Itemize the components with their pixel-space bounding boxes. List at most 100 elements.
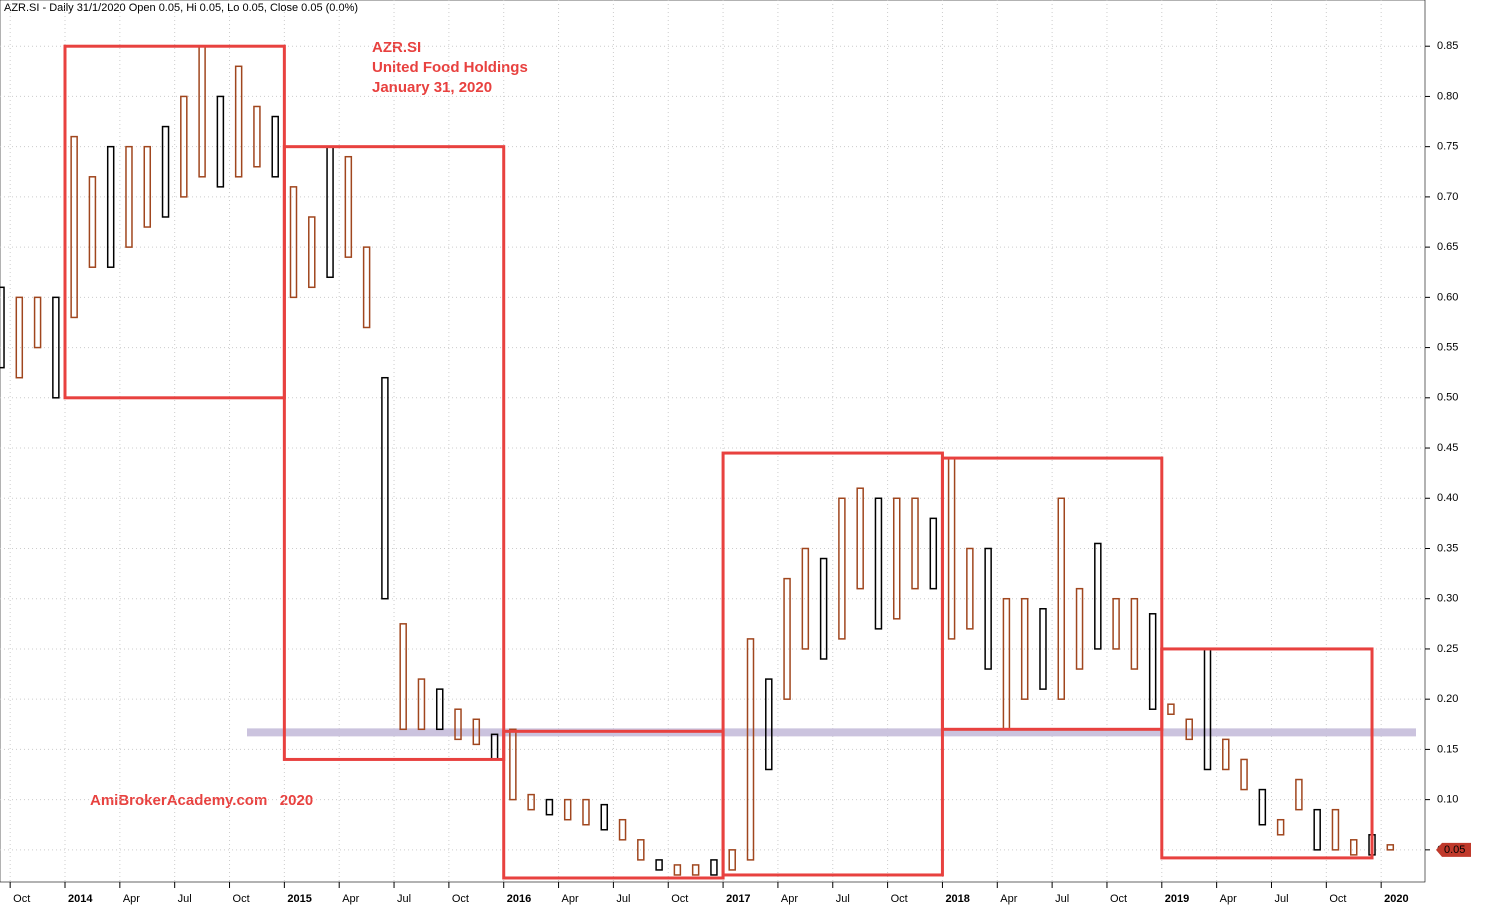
range-bar [1112,597,1120,650]
y-tick-label: 0.45 [1437,442,1458,454]
range-box [282,145,506,761]
range-bar [911,497,919,590]
x-tick-label: Oct [891,893,908,905]
range-bar [728,849,736,871]
x-tick-label: Apr [562,893,579,905]
x-tick-label: Oct [233,893,250,905]
range-bar [88,176,97,268]
range-bar [1222,738,1230,771]
range-bar [362,246,371,329]
range-bar [1386,844,1395,851]
y-tick-label: 0.10 [1437,794,1458,806]
annotation: January 31, 2020 [372,79,492,96]
range-bar [1258,788,1267,826]
range-bar [765,678,773,771]
x-tick-label: Oct [671,893,688,905]
range-bar [417,678,426,731]
x-tick-label: Jul [836,893,850,905]
range-bar [563,798,572,821]
x-tick-label: 2016 [507,893,531,905]
x-tick-label: Jul [397,893,411,905]
range-bar [399,623,407,731]
range-bar [1276,818,1285,836]
range-bar [15,296,24,379]
range-bar [783,577,791,700]
x-tick-label: Oct [1329,893,1346,905]
range-bar [381,376,389,600]
range-bar [1130,597,1139,670]
range-bar [344,155,353,258]
range-bar [33,296,42,349]
range-bar [874,497,883,630]
range-bar [582,798,590,826]
y-tick-label: 0.85 [1437,40,1458,52]
y-tick-label: 0.60 [1437,291,1458,303]
last-price-label: 0.05 [1444,844,1465,856]
range-box [1160,647,1374,860]
x-tick-label: Jul [1274,893,1288,905]
range-bar [0,286,5,369]
range-bar [545,798,554,816]
range-bar [637,839,645,861]
range-bar [892,497,901,620]
x-tick-label: 2014 [68,893,93,905]
range-bar [454,708,462,741]
range-bar [527,793,535,811]
y-tick-label: 0.65 [1437,241,1458,253]
range-bar [929,517,938,590]
range-bar [52,296,60,399]
range-bar [308,216,316,289]
range-bar [216,95,225,188]
range-bar [655,859,663,871]
range-bar [819,557,828,660]
x-tick-label: Apr [123,893,140,905]
range-bar [838,497,846,640]
range-bar [1240,758,1248,791]
range-bar [1313,808,1321,851]
y-tick-label: 0.30 [1437,593,1458,605]
x-tick-label: 2017 [726,893,750,905]
y-tick-label: 0.50 [1437,392,1458,404]
range-bar [1185,718,1193,741]
x-tick-label: Oct [13,893,30,905]
range-bar [1020,597,1029,700]
x-tick-label: Apr [781,893,798,905]
range-bar [710,859,718,876]
range-bar [180,95,188,198]
range-bar [673,864,682,876]
range-bar [1349,839,1358,856]
x-tick-label: Apr [1220,893,1237,905]
range-bar [271,115,279,178]
y-tick-label: 0.15 [1437,743,1458,755]
range-bar [70,135,78,319]
range-bar [856,487,864,590]
y-tick-label: 0.80 [1437,90,1458,102]
y-tick-label: 0.20 [1437,693,1458,705]
x-tick-label: Jul [1055,893,1069,905]
range-bar [125,145,133,248]
range-bar [691,864,700,876]
range-bar [1295,778,1303,811]
range-bar [618,818,627,841]
last-price-tag [1436,842,1471,857]
y-tick-label: 0.70 [1437,191,1458,203]
x-tick-label: 2019 [1165,893,1189,905]
x-tick-label: Jul [616,893,630,905]
x-tick-label: Oct [452,893,469,905]
range-bar [1039,608,1047,690]
x-tick-label: 2015 [287,893,311,905]
range-bar [984,547,992,670]
range-bar [143,145,152,228]
range-bar [1167,703,1175,715]
range-bar [1331,808,1340,851]
x-tick-label: 2020 [1384,893,1408,905]
y-tick-label: 0.40 [1437,492,1458,504]
range-bar [1094,542,1102,650]
range-bar [234,65,243,178]
y-tick-label: 0.75 [1437,141,1458,153]
range-bar [1148,613,1157,710]
range-bar [966,547,974,630]
range-bar [472,718,481,746]
